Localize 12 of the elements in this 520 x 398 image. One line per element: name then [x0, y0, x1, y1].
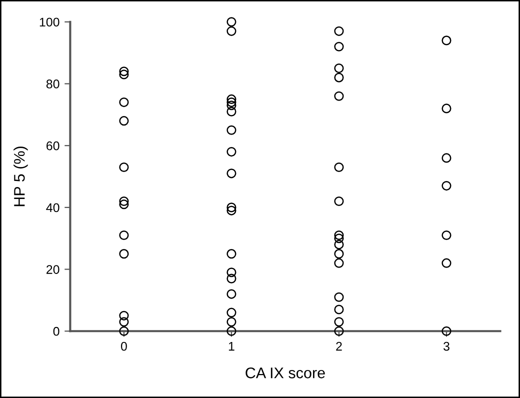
y-tick-label: 20 [46, 265, 60, 274]
y-axis-title: HP 5 (%) [14, 146, 28, 206]
y-tick-label: 60 [46, 141, 60, 150]
x-tick-label: 2 [336, 342, 342, 351]
y-tick-label: 100 [40, 18, 60, 27]
y-tick-label: 40 [46, 203, 60, 212]
y-tick-label: 80 [46, 80, 60, 88]
y-tick-label: 0 [53, 326, 60, 336]
x-tick-label: 3 [443, 342, 450, 351]
x-axis-title: CA IX score [246, 367, 325, 378]
x-tick-label: 0 [120, 342, 127, 351]
x-tick-label: 1 [228, 342, 234, 351]
